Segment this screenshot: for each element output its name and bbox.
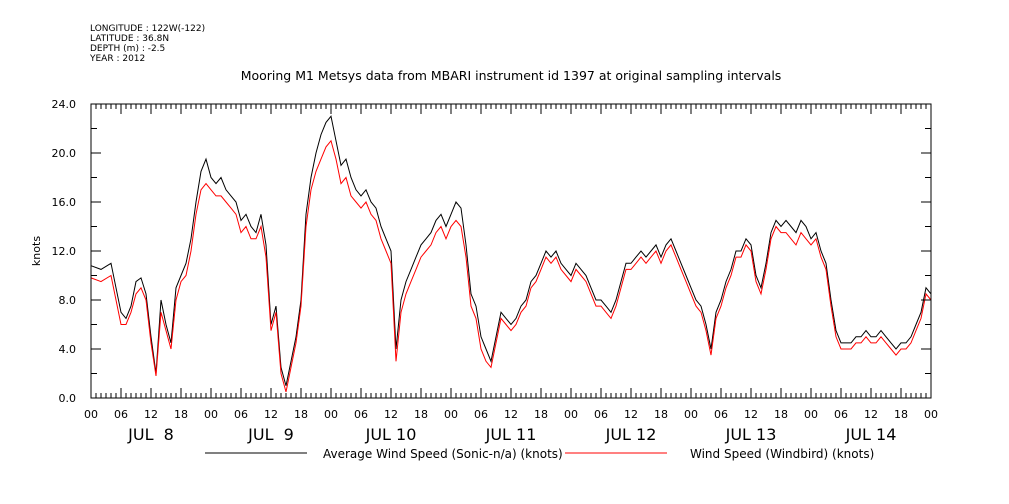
x-hour-label: 18 — [534, 408, 548, 421]
chart-title: Mooring M1 Metsys data from MBARI instru… — [241, 68, 782, 83]
x-hour-label: 12 — [624, 408, 638, 421]
x-hour-label: 00 — [204, 408, 218, 421]
x-day-label: JUL 13 — [725, 425, 777, 444]
x-hour-label: 06 — [834, 408, 848, 421]
x-hour-label: 12 — [264, 408, 278, 421]
x-hour-label: 00 — [684, 408, 698, 421]
y-tick-label: 12.0 — [52, 245, 77, 258]
x-hour-label: 06 — [234, 408, 248, 421]
x-day-label: JUL 9 — [247, 425, 294, 444]
x-hour-label: 00 — [804, 408, 818, 421]
x-hour-label: 00 — [324, 408, 338, 421]
x-hour-label: 12 — [744, 408, 758, 421]
latitude-label: LATITUDE : 36.8N — [90, 34, 169, 44]
longitude-label: LONGITUDE : 122W(-122) — [90, 24, 205, 34]
legend-sonic-label: Average Wind Speed (Sonic-n/a) (knots) — [323, 447, 563, 461]
x-day-label: JUL 14 — [845, 425, 897, 444]
series-line-windbird — [90, 139, 932, 393]
x-hour-label: 00 — [564, 408, 578, 421]
y-tick-label: 16.0 — [52, 196, 77, 209]
x-day-label: JUL 12 — [605, 425, 657, 444]
y-tick-label: 20.0 — [52, 147, 77, 160]
x-day-label: JUL 11 — [485, 425, 537, 444]
y-tick-label: 8.0 — [59, 294, 77, 307]
year-label: YEAR : 2012 — [89, 54, 145, 64]
x-hour-label: 06 — [114, 408, 128, 421]
x-hour-label: 12 — [384, 408, 398, 421]
x-hour-label: 12 — [504, 408, 518, 421]
depth-label: DEPTH (m) : -2.5 — [90, 44, 165, 54]
x-hour-label: 18 — [174, 408, 188, 421]
x-hour-label: 06 — [474, 408, 488, 421]
x-hour-label: 18 — [894, 408, 908, 421]
legend-windbird-label: Wind Speed (Windbird) (knots) — [690, 447, 874, 461]
y-tick-label: 4.0 — [59, 343, 77, 356]
x-hour-label: 18 — [774, 408, 788, 421]
x-hour-label: 06 — [714, 408, 728, 421]
x-day-label: JUL 10 — [365, 425, 417, 444]
x-hour-label: 06 — [354, 408, 368, 421]
series-line-sonic — [90, 115, 932, 386]
x-hour-label: 12 — [144, 408, 158, 421]
x-hour-label: 18 — [654, 408, 668, 421]
legend: Average Wind Speed (Sonic-n/a) (knots) W… — [205, 447, 874, 461]
x-hour-label: 06 — [594, 408, 608, 421]
x-hour-label: 18 — [294, 408, 308, 421]
y-tick-label: 24.0 — [52, 98, 77, 111]
x-hour-label: 00 — [444, 408, 458, 421]
plot-area: 0.0 4.0 8.0 12.0 16.0 20.0 24.0 00 06 12 18 00 06 12 1… — [52, 98, 939, 444]
y-axis-label: knots — [30, 236, 43, 266]
x-day-label: JUL 8 — [127, 425, 174, 444]
x-hour-label: 00 — [84, 408, 98, 421]
x-hour-label: 12 — [864, 408, 878, 421]
x-hour-label: 18 — [414, 408, 428, 421]
y-tick-label: 0.0 — [59, 392, 77, 405]
x-hour-label: 00 — [924, 408, 938, 421]
